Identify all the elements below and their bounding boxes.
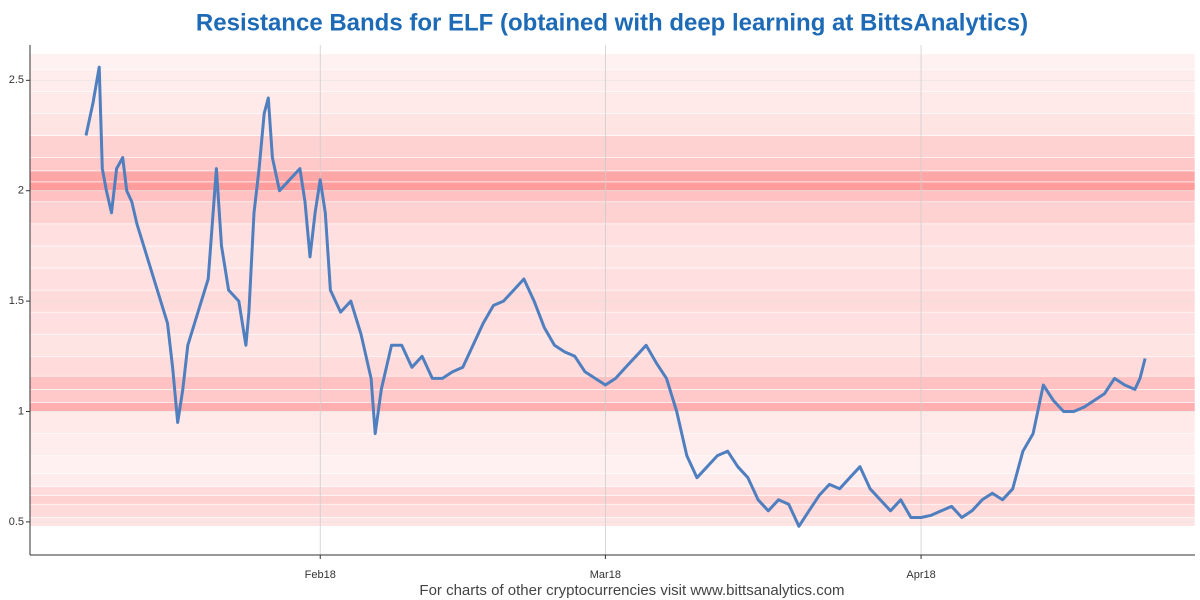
x-tick-label: Feb18 <box>305 569 336 581</box>
footer: For charts of other cryptocurrencies vis… <box>419 582 844 599</box>
resistance-band <box>29 135 1196 158</box>
resistance-band <box>29 402 1196 412</box>
y-tick-label: 1.5 <box>9 295 24 307</box>
resistance-band <box>29 53 1196 70</box>
resistance-band <box>29 495 1196 505</box>
resistance-band <box>29 411 1196 434</box>
resistance-band <box>29 91 1196 114</box>
resistance-band <box>29 473 1196 487</box>
resistance-band <box>29 433 1196 456</box>
resistance-band <box>29 486 1196 496</box>
x-tick-label: Apr18 <box>906 569 935 581</box>
resistance-band <box>29 389 1196 403</box>
resistance-band <box>29 113 1196 136</box>
resistance-band <box>29 333 1196 357</box>
y-tick-label: 1 <box>18 405 24 417</box>
resistance-band <box>29 223 1196 247</box>
price-line <box>84 65 1147 528</box>
resistance-band <box>29 181 1196 192</box>
resistance-band <box>29 503 1196 518</box>
chart-title: Resistance Bands for ELF (obtained with … <box>196 9 1028 36</box>
resistance-band <box>29 355 1196 377</box>
resistance-band <box>29 245 1196 269</box>
y-tick-label: 0.5 <box>9 516 24 528</box>
resistance-band <box>29 190 1196 203</box>
resistance-band <box>29 311 1196 335</box>
resistance-band <box>29 157 1196 172</box>
resistance-band <box>29 201 1196 225</box>
x-tick-label: Mar18 <box>590 569 621 581</box>
resistance-band <box>29 375 1196 390</box>
y-tick-label: 2 <box>18 185 24 197</box>
resistance-band <box>29 170 1196 183</box>
y-tick-label: 2.5 <box>9 74 24 86</box>
